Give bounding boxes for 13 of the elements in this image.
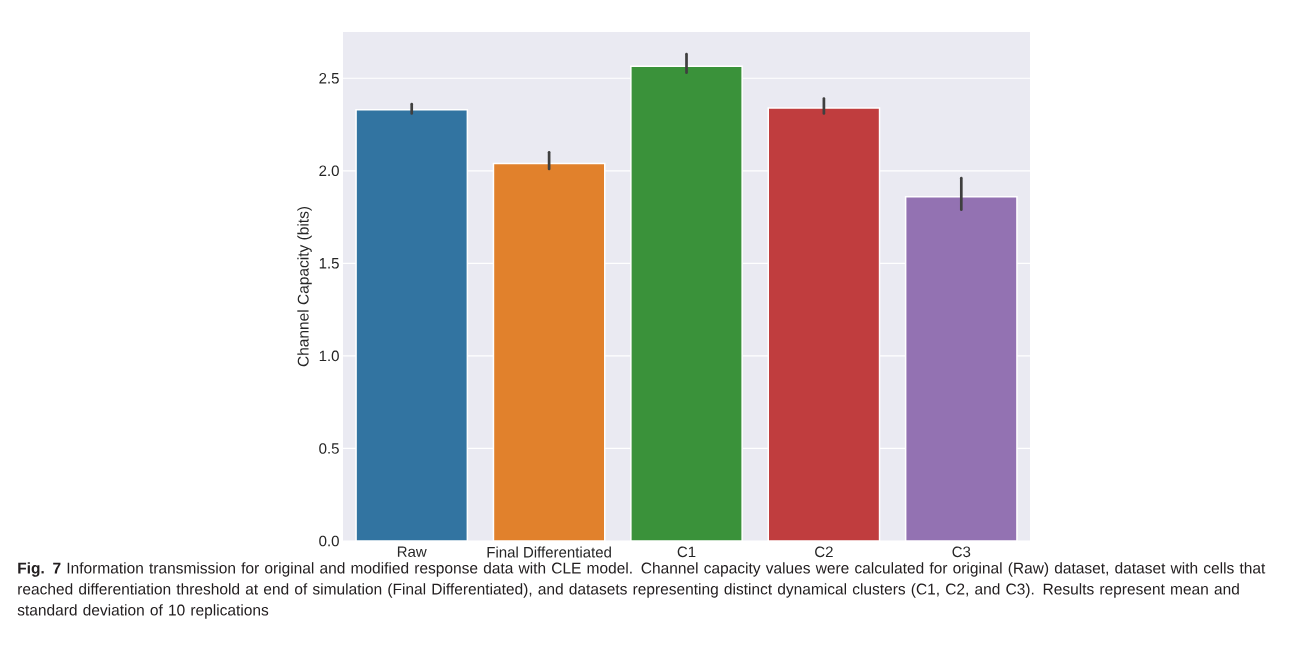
y-tick-label: 1.0	[319, 350, 339, 362]
x-tick-label: Raw	[397, 546, 427, 557]
x-tick-label: Final Differentiated	[487, 546, 611, 558]
y-axis-title: Channel Capacity (bits)	[297, 206, 312, 367]
y-tick-label: 0.0	[319, 535, 339, 547]
text: Fig. 7 Information transmission for original and modified response data with CLE model. Channel capacity values were calculated for original (Raw) dataset, dataset with cells that reached differentiation threshold at end of simulation (Final Differentiated), and datasets representing distinct dynamical clusters (C1, C2, and C3). Results represent mean and standard deviation of 10 replications	[17, 562, 1266, 619]
x-tick-label: C1	[677, 546, 696, 558]
y-tick-label: 1.5	[319, 258, 339, 269]
x-tick-label: C3	[952, 546, 971, 558]
y-tick-label: 2.5	[319, 72, 339, 84]
y-tick-label: 2.0	[319, 165, 339, 177]
y-tick-label: 0.5	[319, 443, 339, 454]
x-tick-label: C2	[815, 546, 833, 558]
